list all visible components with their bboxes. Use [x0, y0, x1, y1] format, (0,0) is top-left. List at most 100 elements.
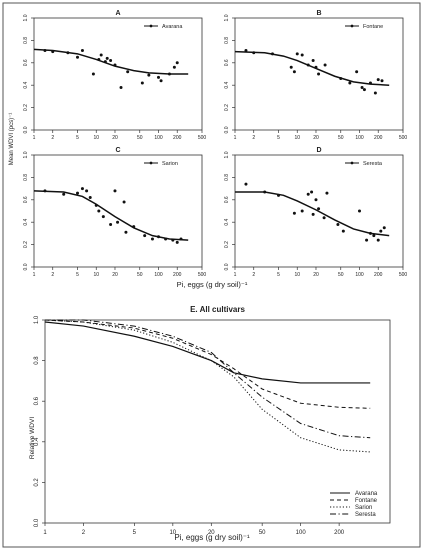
x-tick-label: 5	[76, 135, 79, 141]
legend-label-sarion: Sarion	[355, 505, 372, 511]
series-line-avarana	[44, 321, 371, 384]
data-point	[380, 79, 384, 83]
x-tick-label: 50	[137, 135, 143, 141]
y-tick-label: 0.8	[224, 37, 230, 44]
series-line-seresta	[45, 319, 371, 439]
data-point	[175, 61, 179, 65]
x-tick-label: 1	[234, 272, 237, 278]
x-tick-label: 1	[234, 135, 237, 141]
data-point	[306, 192, 310, 196]
data-point	[164, 237, 168, 241]
data-point	[311, 212, 315, 216]
data-point	[244, 48, 248, 52]
x-tick-label: 2	[252, 135, 255, 141]
data-point	[317, 72, 321, 76]
panel-b: B 1 2 5 10 20 50 100 200 500 0.0 0.2 0.4 0.6 0.8 1.0 Fon…	[224, 10, 407, 141]
data-point	[80, 48, 84, 52]
panel-title: B	[316, 10, 321, 17]
panel-a: A 1 2 5 10 20 50 100 200 500 0.0 0.2 0.4 0.6 0.8 1.0 Ava…	[23, 10, 206, 141]
data-point	[147, 73, 151, 77]
x-tick-label: 5	[277, 135, 280, 141]
data-point	[357, 209, 361, 213]
data-point	[159, 79, 163, 83]
data-point	[124, 230, 128, 234]
panel-d: D 1 2 5 10 20 50 100 200 500 0.0 0.2 0.4 0.6 0.8 1.0 Ser…	[224, 147, 407, 278]
data-point	[306, 63, 310, 67]
x-tick-label: 50	[137, 272, 143, 278]
legend-label-seresta: Seresta	[355, 512, 376, 518]
x-tick-label: 2	[82, 530, 86, 536]
y-tick-label: 0.4	[34, 437, 40, 446]
legend-label: Fontane	[363, 24, 383, 30]
x-tick-label: 20	[208, 530, 215, 536]
data-point	[91, 72, 95, 76]
data-point	[122, 200, 126, 204]
x-tick-label: 200	[173, 272, 182, 278]
x-tick-label: 20	[112, 135, 118, 141]
data-point	[171, 238, 175, 242]
x-tick-label: 500	[399, 272, 408, 278]
data-point	[132, 225, 136, 229]
x-tick-label: 200	[173, 135, 182, 141]
panel-title: D	[316, 147, 321, 154]
fitted-curve	[33, 190, 189, 241]
x-tick-label: 100	[154, 272, 163, 278]
data-point	[376, 238, 380, 242]
legend-label: Sarion	[162, 161, 178, 167]
data-point	[323, 63, 327, 67]
x-tick-label: 10	[169, 530, 176, 536]
top-x-axis-label: Pi, eggs (g dry soil)⁻¹	[177, 280, 248, 289]
data-point	[51, 50, 55, 54]
y-tick-label: 0.2	[224, 104, 230, 111]
x-tick-label: 1	[43, 530, 47, 536]
data-point	[314, 65, 318, 69]
data-point	[126, 70, 130, 74]
plot-frame	[33, 154, 203, 268]
x-tick-label: 50	[338, 272, 344, 278]
legend-marker	[149, 161, 153, 165]
data-point	[113, 189, 117, 193]
bottom-y-axis-label: Relative WDVI	[29, 417, 36, 459]
data-point	[43, 189, 47, 193]
y-tick-label: 0.2	[34, 478, 40, 487]
data-point	[295, 52, 299, 56]
data-point	[94, 203, 98, 207]
data-point	[76, 55, 80, 59]
data-point	[85, 189, 89, 193]
data-point	[244, 182, 248, 186]
data-point	[382, 226, 386, 230]
data-point	[143, 234, 147, 238]
data-point	[263, 190, 267, 194]
data-point	[300, 209, 304, 213]
x-tick-label: 500	[399, 135, 408, 141]
legend-label-fontane: Fontane	[355, 498, 378, 504]
panel-title: A	[115, 10, 120, 17]
y-tick-label: 0.0	[23, 263, 29, 270]
plot-frame	[234, 17, 404, 131]
data-point	[322, 216, 326, 220]
y-tick-label: 0.0	[23, 126, 29, 133]
data-point	[310, 190, 314, 194]
x-tick-label: 1	[33, 135, 36, 141]
y-tick-label: 0.8	[224, 174, 230, 181]
x-tick-label: 20	[313, 272, 319, 278]
data-point	[252, 51, 256, 55]
x-tick-label: 1	[33, 272, 36, 278]
legend-marker	[350, 24, 354, 28]
data-point	[289, 65, 293, 69]
data-point	[66, 51, 70, 55]
data-point	[109, 222, 113, 226]
data-point	[379, 229, 383, 233]
y-tick-label: 0.6	[23, 196, 29, 203]
data-point	[368, 231, 372, 235]
y-tick-label: 0.8	[23, 174, 29, 181]
x-tick-label: 500	[198, 272, 207, 278]
y-tick-label: 1.0	[34, 315, 40, 324]
data-point	[140, 81, 144, 85]
data-point	[376, 78, 380, 82]
y-tick-label: 0.4	[224, 82, 230, 89]
data-point	[292, 70, 296, 74]
data-point	[339, 76, 343, 80]
x-tick-label: 20	[313, 135, 319, 141]
